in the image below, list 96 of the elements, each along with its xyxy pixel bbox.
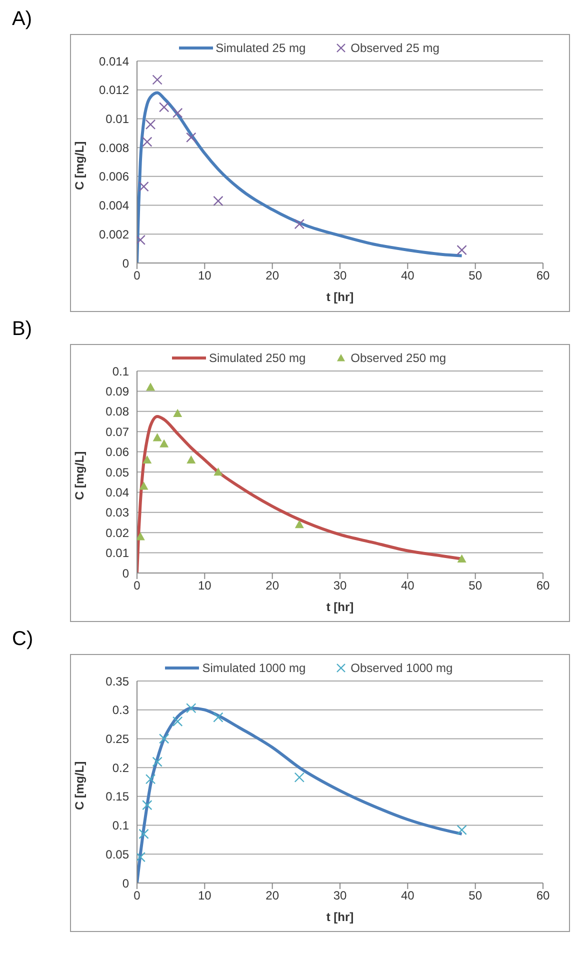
x-tick-label: 30	[333, 578, 347, 593]
point	[214, 468, 223, 476]
point	[213, 712, 224, 722]
point	[145, 774, 156, 784]
point	[152, 756, 162, 767]
point	[186, 703, 196, 714]
y-tick-label: 0.002	[98, 227, 130, 242]
y-tick-label: 0.1	[112, 818, 130, 833]
y-tick-label: 0.35	[106, 674, 130, 688]
y-tick-label: 0.014	[98, 54, 130, 68]
point	[142, 800, 152, 810]
y-tick-label: 0.1	[112, 364, 130, 378]
x-tick-label: 20	[266, 268, 280, 283]
y-tick-label: 0.25	[106, 732, 130, 746]
y-tick-label: 0.03	[106, 506, 130, 520]
y-tick-label: 0.09	[106, 384, 130, 398]
point	[152, 74, 162, 85]
point	[173, 408, 182, 418]
point	[138, 828, 149, 840]
legend-label: Simulated 1000 mg	[202, 661, 306, 675]
y-tick-label: 0.05	[106, 847, 130, 862]
point	[186, 132, 196, 143]
x-tick-label: 50	[468, 578, 482, 593]
x-tick-label: 20	[266, 578, 280, 593]
point	[294, 520, 304, 528]
point	[172, 716, 183, 726]
point	[172, 108, 183, 118]
legend-label: Simulated 250 mg	[208, 351, 306, 365]
line-series	[137, 91, 464, 263]
x-tick-label: 40	[400, 578, 415, 593]
chart-title: B)	[12, 318, 32, 341]
point	[294, 218, 304, 230]
y-tick-label: 0	[122, 256, 130, 270]
x-tick-label: 10	[198, 888, 212, 903]
line-series	[137, 706, 464, 883]
y-axis-title: C [mg/L]	[72, 141, 86, 190]
y-tick-label: 0	[122, 876, 130, 890]
x-tick-label: 60	[536, 268, 550, 283]
point	[142, 455, 152, 464]
y-tick-label: 0.01	[106, 546, 130, 560]
y-tick-label: 0.012	[98, 83, 130, 98]
point	[213, 196, 224, 206]
x-tick-label: 40	[400, 888, 415, 903]
y-tick-label: 0.2	[112, 760, 130, 775]
y-tick-label: 0	[122, 566, 130, 580]
x-tick-label: 10	[198, 578, 212, 593]
x-tick-label: 40	[400, 268, 415, 283]
point	[137, 532, 145, 540]
point	[146, 382, 156, 391]
y-tick-label: 0.08	[106, 404, 130, 419]
y-tick-label: 0.008	[98, 140, 130, 155]
y-tick-label: 0.02	[106, 526, 130, 540]
y-tick-label: 0.01	[106, 112, 130, 126]
y-tick-label: 0.15	[106, 790, 130, 804]
y-tick-label: 0.04	[106, 485, 130, 500]
legend-label: Observed 25 mg	[350, 41, 440, 55]
point	[158, 734, 170, 744]
point	[160, 439, 169, 448]
point	[456, 244, 467, 256]
point	[139, 482, 148, 490]
legend-label: Observed 1000 mg	[350, 661, 453, 675]
y-tick-label: 0.3	[112, 703, 130, 718]
point	[294, 772, 304, 782]
x-tick-label: 50	[468, 268, 482, 283]
x-tick-label: 20	[266, 888, 280, 903]
y-tick-label: 0.06	[106, 445, 130, 460]
point	[457, 554, 466, 562]
point	[456, 824, 467, 836]
x-tick-label: 50	[468, 888, 482, 903]
x-tick-label: 60	[536, 888, 550, 903]
y-axis-title: C [mg/L]	[72, 761, 86, 810]
x-axis-title: t [hr]	[326, 290, 354, 304]
x-tick-label: 0	[134, 578, 141, 593]
y-axis-title: C [mg/L]	[72, 451, 86, 500]
x-tick-label: 0	[134, 888, 141, 903]
x-tick-label: 60	[536, 578, 550, 593]
chart-title: C)	[12, 628, 34, 651]
x-axis-title: t [hr]	[326, 910, 354, 924]
y-tick-label: 0.07	[106, 424, 130, 439]
point	[142, 136, 152, 147]
legend-label: Observed 250 mg	[350, 351, 446, 365]
point	[145, 119, 156, 130]
point	[138, 181, 149, 192]
point	[158, 102, 170, 112]
x-tick-label: 30	[333, 888, 347, 903]
x-tick-label: 30	[333, 268, 347, 283]
point	[152, 433, 162, 442]
legend-label: Simulated 25 mg	[216, 41, 306, 55]
chart-title: A)	[12, 8, 32, 31]
x-axis-title: t [hr]	[326, 600, 354, 614]
x-tick-label: 10	[198, 268, 212, 283]
y-tick-label: 0.004	[98, 198, 130, 213]
y-tick-label: 0.006	[98, 170, 130, 184]
y-tick-label: 0.05	[106, 465, 130, 480]
x-tick-label: 0	[134, 268, 141, 283]
point	[186, 455, 196, 464]
